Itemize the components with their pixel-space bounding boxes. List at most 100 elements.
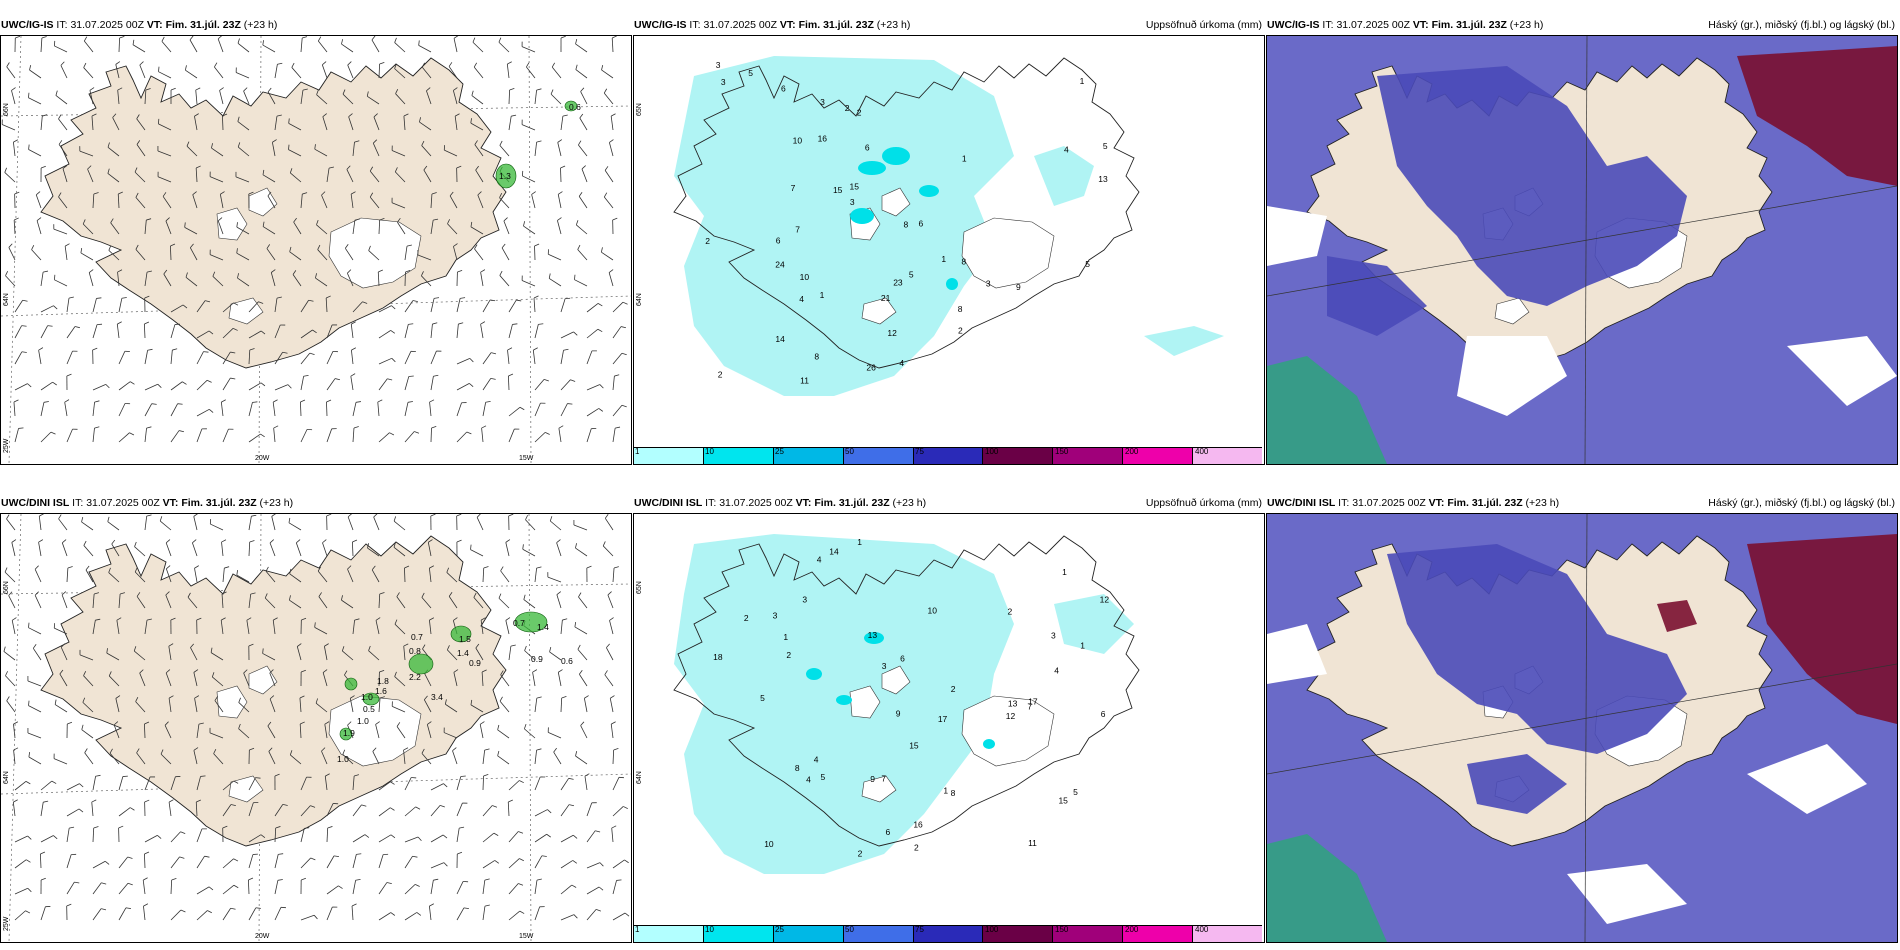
map-area[interactable]: 1 2 3 4 5 10 18 17 15 12 14 13 11 17 15 16 13 9 8 7 6 4 3 2 1 10 1… xyxy=(633,513,1265,943)
iceland-landmass xyxy=(40,535,507,847)
wind-barb-feather xyxy=(469,358,474,363)
wind-barb-feather xyxy=(558,191,563,195)
wind-barb xyxy=(118,907,127,921)
clear-sky-area xyxy=(1457,336,1567,416)
wind-barb xyxy=(28,627,42,635)
wind-barb-feather xyxy=(453,36,459,39)
wind-barb-feather xyxy=(134,541,137,547)
model-name: UWC/IG-IS xyxy=(634,19,687,31)
wind-barb xyxy=(375,724,380,739)
map-area[interactable] xyxy=(1266,513,1898,943)
wind-barb xyxy=(162,196,172,209)
wind-barb-feather xyxy=(417,836,422,841)
lon-label: 25W xyxy=(3,916,10,931)
wind-barb xyxy=(612,301,624,313)
wind-barb xyxy=(80,252,94,261)
wind-barb xyxy=(326,378,336,391)
wind-barb-feather xyxy=(145,88,151,91)
wind-barb-feather xyxy=(578,192,583,197)
wind-barb-feather xyxy=(350,373,356,377)
wind-barb-feather xyxy=(13,721,19,725)
wind-barb xyxy=(59,673,68,687)
iceland-landmass xyxy=(40,57,507,369)
wind-barb xyxy=(82,702,94,713)
wind-barb xyxy=(135,701,146,713)
wind-barb xyxy=(586,384,601,391)
wind-barb xyxy=(53,758,68,765)
wind-barb xyxy=(136,596,146,609)
wind-barb-feather xyxy=(233,858,239,862)
value-label: 6 xyxy=(918,218,923,228)
lon-label: 15W xyxy=(519,933,534,940)
wind-barb xyxy=(158,123,172,131)
wind-barb-feather xyxy=(11,539,17,543)
wind-barb xyxy=(193,672,198,687)
wind-barb-feather xyxy=(469,383,474,387)
wind-barb xyxy=(426,724,432,739)
value-label: 1 xyxy=(1080,640,1085,650)
value-label: 1 xyxy=(941,254,946,264)
wind-barb xyxy=(326,906,333,921)
wind-barb-feather xyxy=(449,191,454,197)
wind-barb-feather xyxy=(379,669,385,673)
wind-barb-feather xyxy=(459,826,465,829)
wind-barb-feather xyxy=(252,401,258,403)
value-label: 0.5 xyxy=(363,704,375,714)
wind-barb xyxy=(300,805,311,817)
wind-barb-feather xyxy=(25,781,31,785)
wind-barb-feather xyxy=(433,878,439,881)
wind-barb-feather xyxy=(299,695,305,699)
wind-barb-feather xyxy=(355,878,361,881)
wind-barb xyxy=(377,402,380,417)
colorbar-tick-label: 100 xyxy=(985,925,999,934)
wind-barb-feather xyxy=(364,834,370,838)
wind-barb xyxy=(160,753,172,765)
wind-barb-feather xyxy=(346,165,351,170)
wind-barb-feather xyxy=(509,88,515,91)
wind-barb-feather xyxy=(262,169,265,175)
wind-barb xyxy=(212,676,224,687)
wind-barb xyxy=(443,732,458,739)
wind-barb-feather xyxy=(421,592,425,598)
wind-barb xyxy=(347,64,354,79)
wind-barb xyxy=(396,596,406,609)
wind-barb-feather xyxy=(403,113,409,117)
wind-barb-feather xyxy=(221,591,227,595)
wind-barb xyxy=(317,570,328,583)
wind-barb xyxy=(92,298,97,313)
wind-barb-feather xyxy=(456,165,462,169)
wind-barb-feather xyxy=(406,244,412,247)
precip-core xyxy=(919,185,939,197)
wind-barb-feather xyxy=(210,647,213,653)
map-area[interactable]: 0.6 1.3 66N 64N 25W 20W 15W xyxy=(0,35,632,465)
wind-barb-feather xyxy=(561,696,567,699)
wind-barb-feather xyxy=(91,113,97,117)
wind-barb-feather xyxy=(237,116,240,122)
map-area[interactable] xyxy=(1266,35,1898,465)
wind-barb-feather xyxy=(178,430,185,433)
wind-barb xyxy=(195,90,198,105)
value-label: 3 xyxy=(820,97,825,107)
wind-barb xyxy=(403,116,406,131)
wind-barb-feather xyxy=(41,36,47,39)
panel-header: UWC/IG-IS IT: 31.07.2025 00Z VT: Fim. 31… xyxy=(1266,15,1898,35)
wind-barb-feather xyxy=(43,401,49,403)
wind-barb-feather xyxy=(501,243,506,249)
wind-barb xyxy=(113,724,120,739)
wind-barb-feather xyxy=(217,36,222,40)
wind-barb xyxy=(108,250,120,261)
colorbar-swatch xyxy=(1193,926,1263,942)
vt-label: VT: Fim. 31.júl. 23Z xyxy=(779,19,874,31)
wind-barb xyxy=(317,249,328,261)
value-label: 8 xyxy=(958,304,963,314)
wind-barb-feather xyxy=(112,113,117,118)
map-area[interactable]: 3 3 2 1 5 8 2 1 2 3 4 6 11 24 23 15 21 14 16 15 13 12 8 7 6 5 10 9 2… xyxy=(633,35,1265,465)
colorbar-swatch xyxy=(983,448,1054,464)
wind-barb xyxy=(169,245,172,261)
wind-barb-feather xyxy=(483,774,489,777)
map-area[interactable]: 0.7 1.4 1.0 0.9 0.6 0.7 0.8 1.4 1.5 0.9 1.8 1.6 2.2 0… xyxy=(0,513,632,943)
wind-barb-feather xyxy=(354,618,360,621)
wind-barb-feather xyxy=(117,269,123,273)
wind-barb xyxy=(144,853,146,869)
wind-barb-feather xyxy=(315,698,319,704)
